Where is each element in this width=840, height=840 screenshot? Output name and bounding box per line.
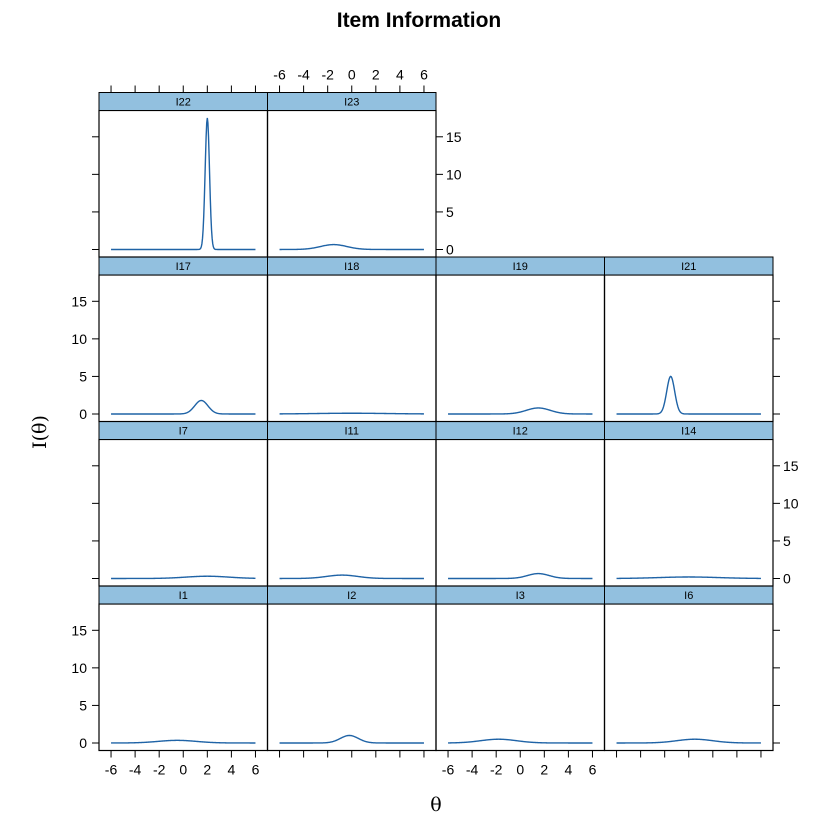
strip-label: I7	[179, 426, 188, 438]
y-tick-label: 10	[71, 660, 87, 676]
strip-label: I12	[513, 426, 528, 438]
panel-frame	[98, 438, 269, 587]
information-curve	[111, 575, 256, 580]
strip-label: I11	[345, 426, 359, 438]
y-tick-label: 10	[71, 331, 87, 347]
information-curve	[616, 738, 761, 744]
y-tick-label: 15	[71, 293, 87, 309]
y-tick-label: 15	[71, 622, 87, 638]
strip-label: I3	[516, 590, 525, 602]
panel-i7: I7	[98, 421, 269, 587]
panel-strip	[604, 256, 774, 276]
x-tick-label: 0	[348, 67, 356, 83]
panel-frame	[266, 438, 437, 587]
information-curve	[616, 375, 761, 415]
panel-i23: I23	[266, 92, 437, 258]
strip-label: I14	[681, 426, 696, 438]
strip-label: I1	[179, 590, 188, 602]
x-tick-label: -2	[153, 762, 166, 778]
x-tick-label: 0	[516, 762, 524, 778]
y-tick-label: 5	[79, 368, 87, 384]
panel-i19: I19	[435, 256, 606, 423]
information-curve	[279, 412, 424, 415]
y-tick-label: 5	[783, 533, 791, 549]
x-axis-label: θ	[430, 794, 441, 816]
panel-i11: I11	[266, 421, 437, 587]
panel-frame	[266, 603, 437, 752]
x-tick-label: 0	[179, 762, 187, 778]
panel-frame	[98, 109, 269, 258]
x-tick-label: 2	[540, 762, 548, 778]
y-tick-label: 5	[79, 697, 87, 713]
y-tick-label: 10	[446, 166, 462, 182]
panel-i1: I1	[98, 585, 269, 752]
information-curve	[448, 738, 593, 744]
panel-i6: I6	[603, 585, 774, 752]
strip-label: I17	[176, 261, 191, 273]
panel-i12: I12	[435, 421, 606, 587]
panel-i21: I21	[603, 256, 774, 423]
information-curve	[279, 734, 424, 744]
x-tick-label: -6	[105, 762, 118, 778]
information-curve	[448, 572, 593, 580]
panel-frame	[435, 274, 606, 423]
x-tick-label: 2	[203, 762, 211, 778]
strip-label: I21	[681, 261, 696, 273]
y-tick-label: 10	[783, 495, 799, 511]
x-tick-label: -6	[442, 762, 455, 778]
panel-i3: I3	[435, 585, 606, 752]
panel-frame	[98, 603, 269, 752]
x-tick-label: 2	[372, 67, 380, 83]
x-tick-label: 6	[252, 762, 260, 778]
information-curve	[279, 243, 424, 251]
strip-label: I6	[684, 590, 693, 602]
y-tick-label: 5	[446, 204, 454, 220]
x-tick-label: 4	[396, 67, 404, 83]
x-tick-label: 6	[420, 67, 428, 83]
panel-i14: I14	[603, 421, 774, 587]
strip-label: I2	[347, 590, 356, 602]
x-tick-label: -2	[490, 762, 503, 778]
x-tick-label: -6	[273, 67, 286, 83]
y-tick-label: 0	[783, 570, 791, 586]
x-tick-label: 4	[564, 762, 572, 778]
strip-label: I19	[513, 261, 528, 273]
information-curve	[616, 576, 761, 580]
x-tick-label: -4	[466, 762, 479, 778]
panel-i17: I17	[98, 256, 269, 423]
information-curve	[111, 117, 256, 251]
y-tick-label: 0	[79, 735, 87, 751]
strip-label: I23	[344, 97, 359, 109]
panel-frame	[603, 438, 774, 587]
x-tick-label: -4	[129, 762, 142, 778]
information-curve	[448, 407, 593, 415]
x-tick-label: 4	[227, 762, 235, 778]
panel-i18: I18	[266, 256, 437, 423]
y-tick-label: 0	[79, 406, 87, 422]
chart-title: Item Information	[337, 9, 502, 32]
panel-frame	[435, 603, 606, 752]
y-tick-label: 15	[446, 129, 462, 145]
y-axis-label: I(θ)	[29, 415, 51, 449]
x-tick-label: 6	[589, 762, 597, 778]
information-curve	[111, 399, 256, 415]
panel-frame	[603, 603, 774, 752]
strip-label: I22	[176, 97, 191, 109]
strip-label: I18	[344, 261, 359, 273]
information-curve	[279, 574, 424, 580]
x-tick-label: -2	[321, 67, 334, 83]
panel-frame	[98, 274, 269, 423]
y-tick-label: 0	[446, 241, 454, 257]
panel-i22: I22	[98, 92, 269, 258]
panel-frame	[266, 274, 437, 423]
panel-frame	[266, 109, 437, 258]
panel-frame	[603, 274, 774, 423]
information-curve	[111, 739, 256, 744]
x-tick-label: -4	[297, 67, 310, 83]
panel-frame	[435, 438, 606, 587]
y-tick-label: 15	[783, 458, 799, 474]
panel-i2: I2	[266, 585, 437, 752]
